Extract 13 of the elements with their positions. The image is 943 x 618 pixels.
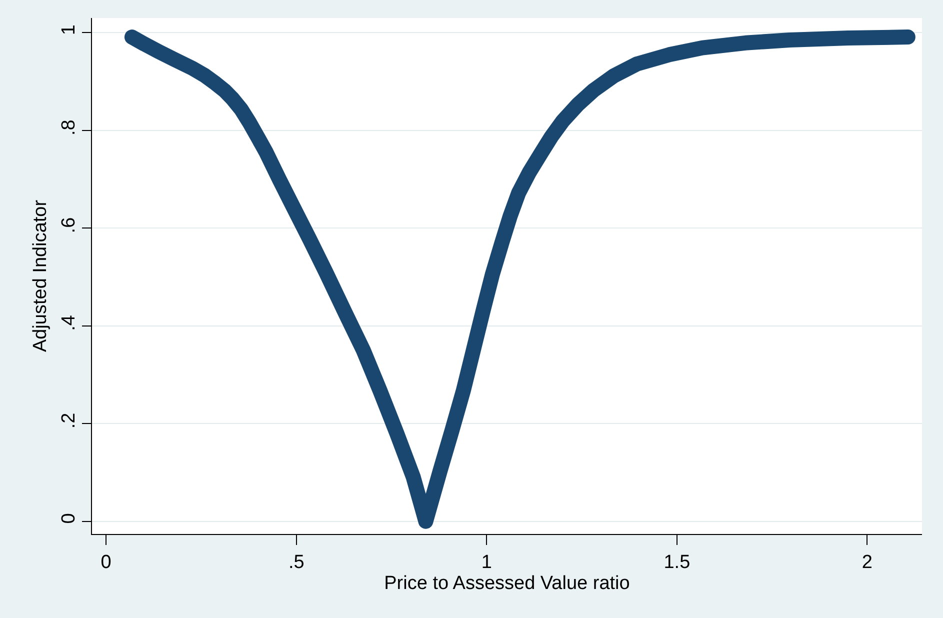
x-tick-label: 2: [862, 552, 872, 573]
x-tick-label: 0: [100, 552, 112, 573]
y-tick-label: .6: [58, 217, 80, 234]
y-tick-label: 1: [58, 24, 80, 36]
y-tick-label: .8: [58, 120, 80, 136]
x-axis-title: Price to Assessed Value ratio: [384, 572, 630, 594]
y-tick-label: .4: [58, 314, 80, 331]
y-tick-label: .2: [58, 412, 80, 429]
x-tick-label: 1: [481, 552, 492, 573]
x-tick-label: .5: [288, 552, 304, 573]
x-tick-label: 1.5: [664, 552, 690, 573]
y-axis-title: Adjusted Indicator: [30, 199, 52, 352]
y-tick-label: 0: [58, 513, 80, 524]
